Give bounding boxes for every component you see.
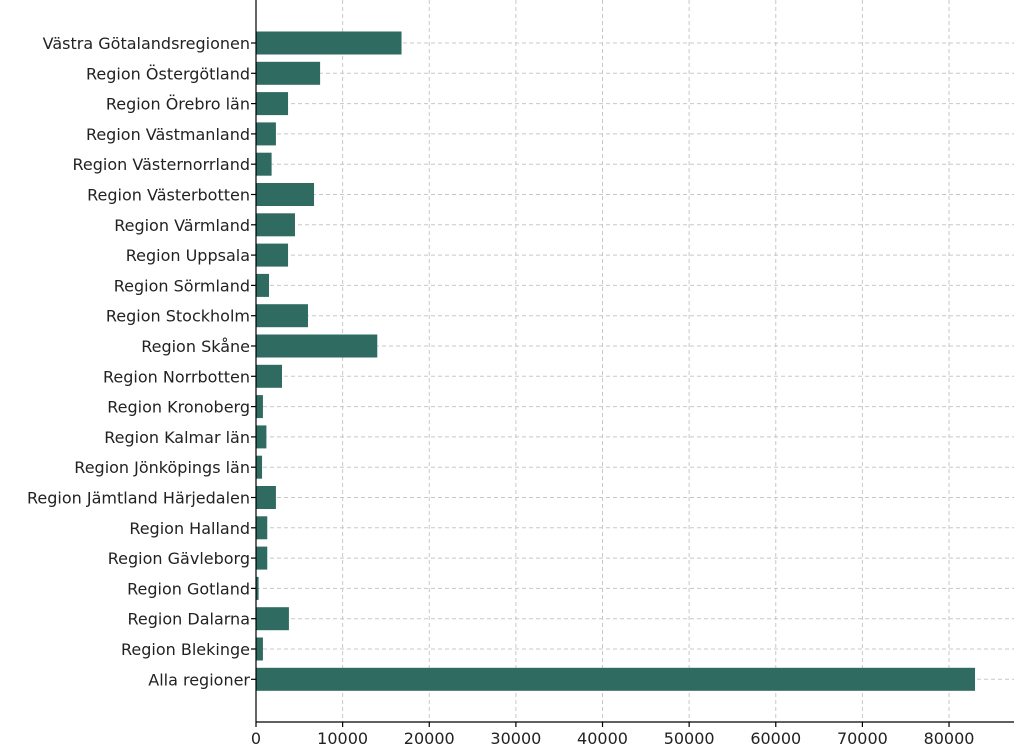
bar — [256, 607, 289, 631]
category-label: Region Kronoberg — [107, 398, 250, 417]
bar — [256, 304, 308, 328]
category-label: Region Stockholm — [106, 307, 250, 326]
category-label: Alla regioner — [148, 670, 250, 689]
category-label: Region Östergötland — [86, 64, 250, 83]
bar — [256, 152, 272, 176]
category-label: Region Västmanland — [86, 125, 250, 144]
bar — [256, 364, 282, 388]
bar — [256, 183, 315, 206]
labels-layer: 0 10000 20000 30000 40000 50000 60000 70000 8000… — [27, 34, 974, 748]
category-label: Region Gotland — [127, 579, 250, 598]
grid-layer — [255, 0, 1014, 722]
bar — [256, 92, 289, 116]
bar — [256, 546, 268, 570]
bar — [256, 243, 289, 267]
x-tick-label: 10000 — [317, 729, 368, 748]
x-tick-label: 70000 — [837, 729, 888, 748]
category-label: Region Örebro län — [106, 95, 250, 114]
bar — [256, 516, 268, 540]
category-label: Region Sörmland — [114, 276, 250, 295]
bar — [256, 486, 276, 509]
bars-layer — [256, 31, 976, 691]
x-tick-label: 50000 — [664, 729, 715, 748]
x-tick-label: 30000 — [490, 729, 541, 748]
category-label: Region Norrbotten — [103, 367, 250, 386]
category-label: Region Blekinge — [121, 640, 250, 659]
bar — [256, 122, 276, 146]
category-label: Region Värmland — [114, 216, 250, 235]
category-label: Region Uppsala — [126, 246, 250, 265]
bar — [256, 455, 263, 479]
bar — [256, 213, 295, 237]
category-label: Region Jönköpings län — [74, 458, 250, 477]
bar — [256, 637, 263, 661]
bar — [256, 425, 267, 449]
bar — [256, 273, 269, 297]
axis-layer — [251, 0, 1014, 727]
category-label: Region Dalarna — [128, 610, 250, 629]
x-tick-label: 80000 — [924, 729, 975, 748]
x-tick-label: 40000 — [577, 729, 628, 748]
category-label: Region Västerbotten — [87, 186, 250, 205]
bar — [256, 667, 976, 691]
category-label: Region Kalmar län — [104, 428, 250, 447]
x-tick-label: 60000 — [750, 729, 801, 748]
category-label: Region Gävleborg — [108, 549, 250, 568]
category-label: Region Västernorrland — [73, 155, 250, 174]
bar — [256, 31, 402, 55]
category-label: Region Halland — [129, 519, 250, 538]
bar — [256, 334, 378, 358]
category-label: Region Jämtland Härjedalen — [27, 489, 250, 508]
bar — [256, 61, 321, 85]
bar — [256, 576, 259, 600]
x-tick-label: 20000 — [404, 729, 455, 748]
x-tick-label: 0 — [251, 729, 261, 748]
bar — [256, 395, 263, 419]
category-label: Region Skåne — [141, 337, 250, 356]
category-label: Västra Götalandsregionen — [43, 34, 250, 53]
